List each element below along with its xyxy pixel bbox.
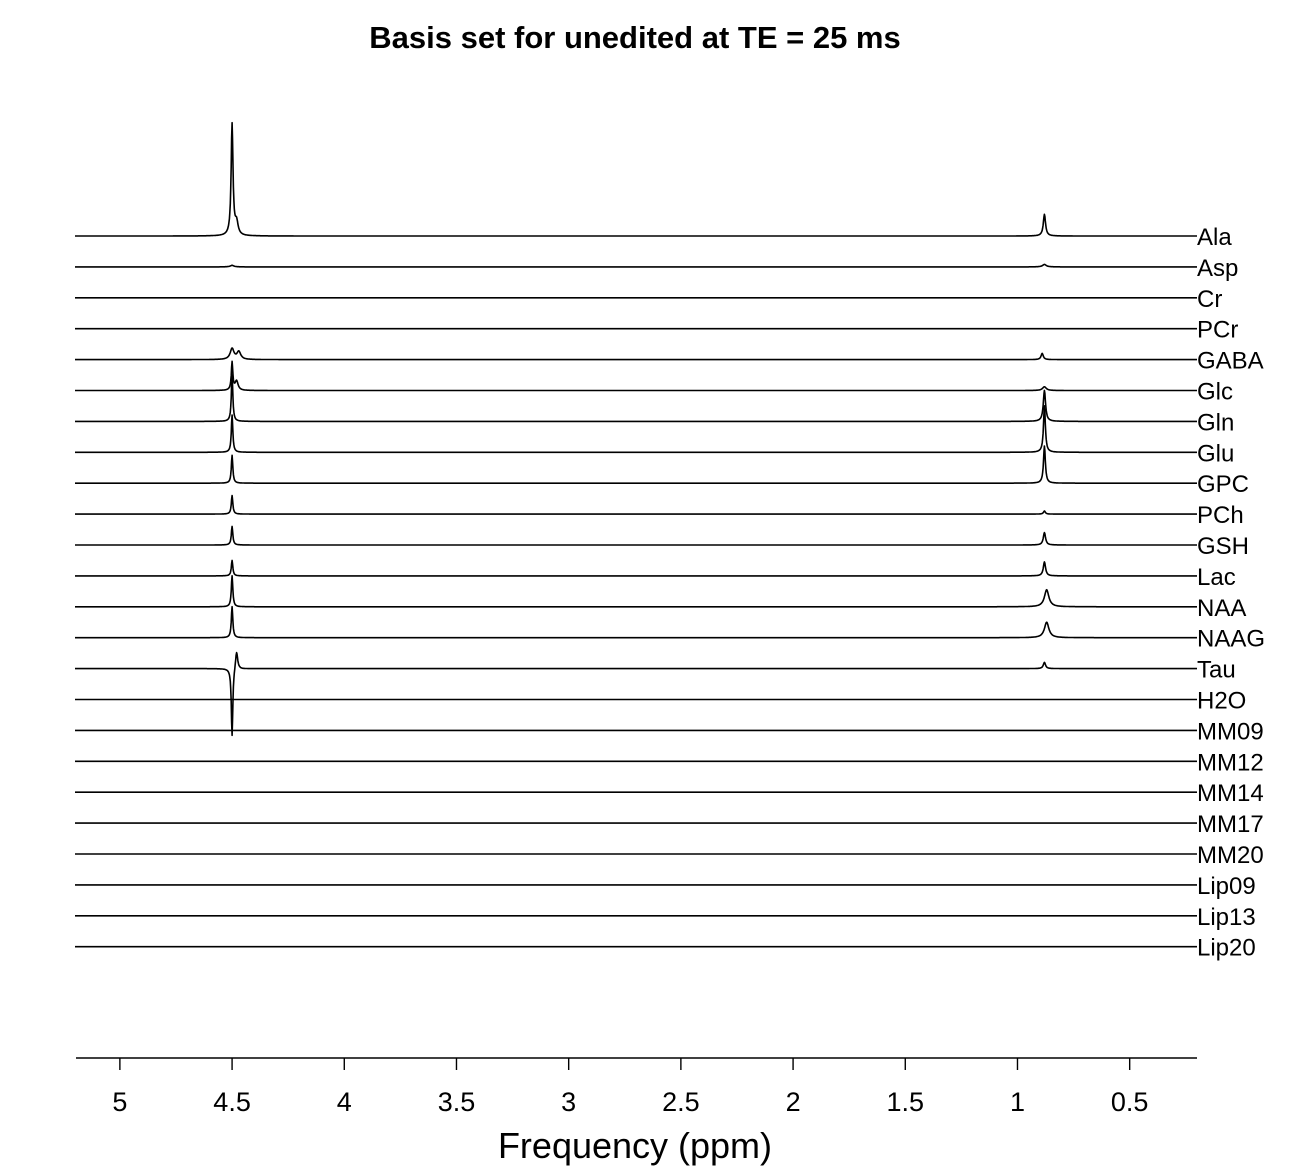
series-label-ala: Ala (1197, 224, 1232, 251)
spectrum-trace-glu (74, 404, 1198, 454)
spectrum-trace-naag (74, 605, 1198, 639)
series-label-gsh: GSH (1197, 533, 1249, 560)
spectrum-trace-gln (74, 374, 1198, 423)
x-tick-label: 1 (1010, 1087, 1025, 1117)
spectrum-trace-tau (74, 651, 1198, 737)
series-label-glc: Glc (1197, 379, 1233, 406)
x-axis-label: Frequency (ppm) (498, 1125, 772, 1166)
spectra-group (74, 121, 1198, 948)
chart-title: Basis set for unedited at TE = 25 ms (369, 20, 900, 55)
series-label-cr: Cr (1197, 286, 1222, 313)
x-tick-label: 2.5 (662, 1087, 700, 1117)
spectrum-trace-gpc (74, 445, 1198, 485)
x-tick-label: 0.5 (1111, 1087, 1149, 1117)
series-label-lip09: Lip09 (1197, 873, 1256, 900)
series-label-lac: Lac (1197, 564, 1236, 591)
x-tick-label: 2 (786, 1087, 801, 1117)
series-label-mm17: MM17 (1197, 811, 1264, 838)
series-label-tau: Tau (1197, 657, 1236, 684)
x-tick-label: 3.5 (438, 1087, 476, 1117)
spectrum-trace-naa (74, 574, 1198, 608)
series-label-mm20: MM20 (1197, 842, 1264, 869)
series-label-pcr: PCr (1197, 317, 1238, 344)
series-label-h2o: H2O (1197, 688, 1246, 715)
spectrum-trace-gsh (74, 525, 1198, 546)
series-label-asp: Asp (1197, 255, 1238, 282)
spectrum-trace-lac (74, 559, 1198, 577)
series-label-mm09: MM09 (1197, 718, 1264, 745)
spectrum-trace-gaba (74, 347, 1198, 361)
spectrum-trace-asp (74, 263, 1198, 268)
spectrum-trace-glc (74, 360, 1198, 392)
x-tick-label: 1.5 (887, 1087, 925, 1117)
x-tick-label: 5 (112, 1087, 127, 1117)
series-label-mm12: MM12 (1197, 749, 1264, 776)
series-labels-group: Ala Asp Cr PCr GABA Glc Gln Glu GPC PCh GSH Lac NAA N… (1197, 224, 1265, 962)
series-label-gln: Gln (1197, 409, 1234, 436)
x-tick-label: 4.5 (213, 1087, 251, 1117)
spectrum-trace-pch (74, 494, 1198, 515)
series-label-naag: NAAG (1197, 626, 1265, 653)
x-tick-label: 4 (337, 1087, 352, 1117)
series-label-lip20: Lip20 (1197, 935, 1256, 962)
series-label-mm14: MM14 (1197, 780, 1264, 807)
series-label-gpc: GPC (1197, 471, 1249, 498)
series-label-pch: PCh (1197, 502, 1244, 529)
spectrum-trace-ala (74, 121, 1198, 237)
x-axis-ticks: 5 4.5 4 3.5 3 2.5 2 1.5 1 0.5 (112, 1058, 1148, 1117)
series-label-lip13: Lip13 (1197, 904, 1256, 931)
series-label-glu: Glu (1197, 440, 1234, 467)
series-label-gaba: GABA (1197, 348, 1264, 375)
x-tick-label: 3 (561, 1087, 576, 1117)
series-label-naa: NAA (1197, 595, 1246, 622)
